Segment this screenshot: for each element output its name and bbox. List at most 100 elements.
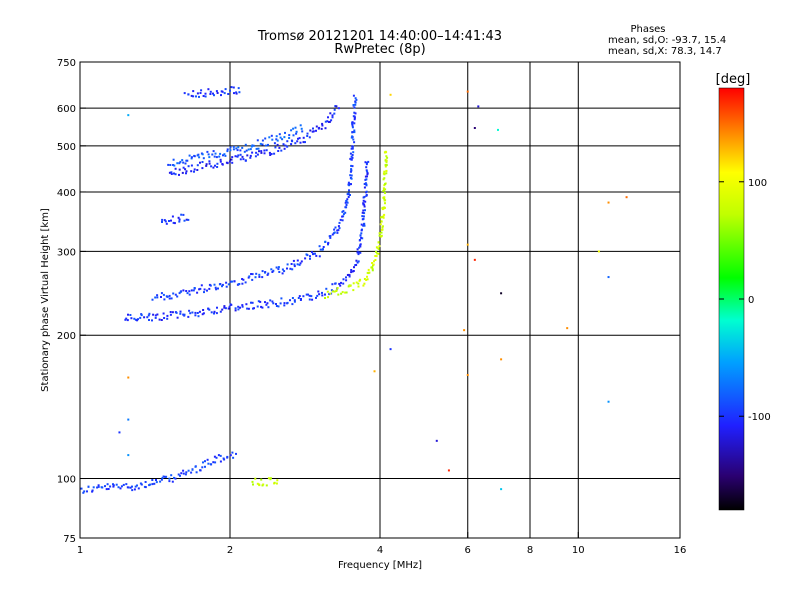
echo-point [321,248,324,251]
echo-point [199,287,202,290]
scatter-point [463,329,466,332]
echo-point [202,157,205,160]
echo-point [365,166,368,169]
echo-point [205,163,208,166]
echo-point [173,172,175,175]
echo-point [120,485,123,488]
echo-point [163,317,166,319]
echo-point [345,279,348,282]
echo-point [258,150,260,153]
echo-point [357,253,360,256]
echo-point [217,287,219,290]
echo-point [258,273,261,276]
echo-point [256,482,259,485]
echo-point [359,234,362,237]
echo-point [210,311,213,314]
echo-point [232,456,235,459]
echo-point [134,318,137,321]
echo-point [277,305,280,308]
echo-point [169,164,172,166]
echo-point [269,477,272,480]
echo-point [213,310,216,313]
echo-point [228,305,231,308]
echo-point [208,160,211,163]
echo-point [382,189,385,192]
echo-point [351,121,354,124]
echo-point [293,300,296,303]
echo-point [86,490,88,493]
echo-point [384,151,386,154]
echo-point [360,229,363,232]
echo-point [87,485,90,488]
echo-point [349,194,351,196]
echo-point [288,137,291,139]
echo-point [308,294,311,297]
echo-point [188,290,191,293]
echo-point [300,127,303,130]
echo-point [213,312,215,315]
echo-point [346,201,349,204]
echo-point [243,150,246,153]
echo-point [352,104,355,106]
echo-point [172,221,175,224]
echo-point [255,272,258,275]
echo-point [367,272,370,275]
echo-point [137,318,139,321]
echo-point [264,144,267,147]
echo-point [295,132,298,135]
echo-point [355,281,358,284]
echo-point [278,271,281,273]
echo-point [296,259,299,262]
echo-point [355,259,358,262]
echo-point [349,174,352,177]
echo-point [131,485,133,488]
echo-point [364,182,367,185]
echo-point [212,92,214,95]
x-tick-label: 4 [377,545,383,556]
echo-point [224,154,227,157]
scatter-point [447,469,450,472]
echo-point [371,267,374,270]
echo-point [344,201,347,204]
echo-point [247,148,250,151]
echo-point [159,480,162,483]
echo-point [249,154,252,157]
echo-point [320,127,323,130]
echo-point [318,293,321,296]
phase-stats-title: Phases [630,24,665,35]
echo-point [360,236,363,239]
echo-point [360,232,363,235]
echo-point [249,148,252,151]
echo-point [183,313,186,316]
echo-point [194,465,197,468]
echo-point [259,300,262,303]
echo-point [380,228,383,231]
echo-point [109,485,112,488]
echo-point [107,488,110,490]
echo-point [354,103,357,106]
echo-point [330,119,333,122]
echo-point [362,209,365,212]
echo-point [384,164,387,166]
echo-point [170,474,173,477]
echo-point [378,232,381,235]
echo-point [377,252,380,255]
scatter-point [466,90,469,93]
echo-point [112,483,114,486]
echo-point [190,471,193,474]
echo-point [347,192,350,195]
echo-point [166,314,169,317]
echo-point [151,319,153,322]
scatter-point [127,376,130,379]
echo-point [339,284,342,287]
echo-point [169,313,172,316]
echo-point [311,298,314,301]
echo-point [296,263,299,266]
echo-point [126,319,129,322]
echo-point [153,482,156,485]
echo-point [225,285,228,288]
colorbar-tick-label: 100 [748,178,767,189]
echo-point [365,178,368,181]
echo-point [219,460,222,463]
echo-point [383,206,386,209]
